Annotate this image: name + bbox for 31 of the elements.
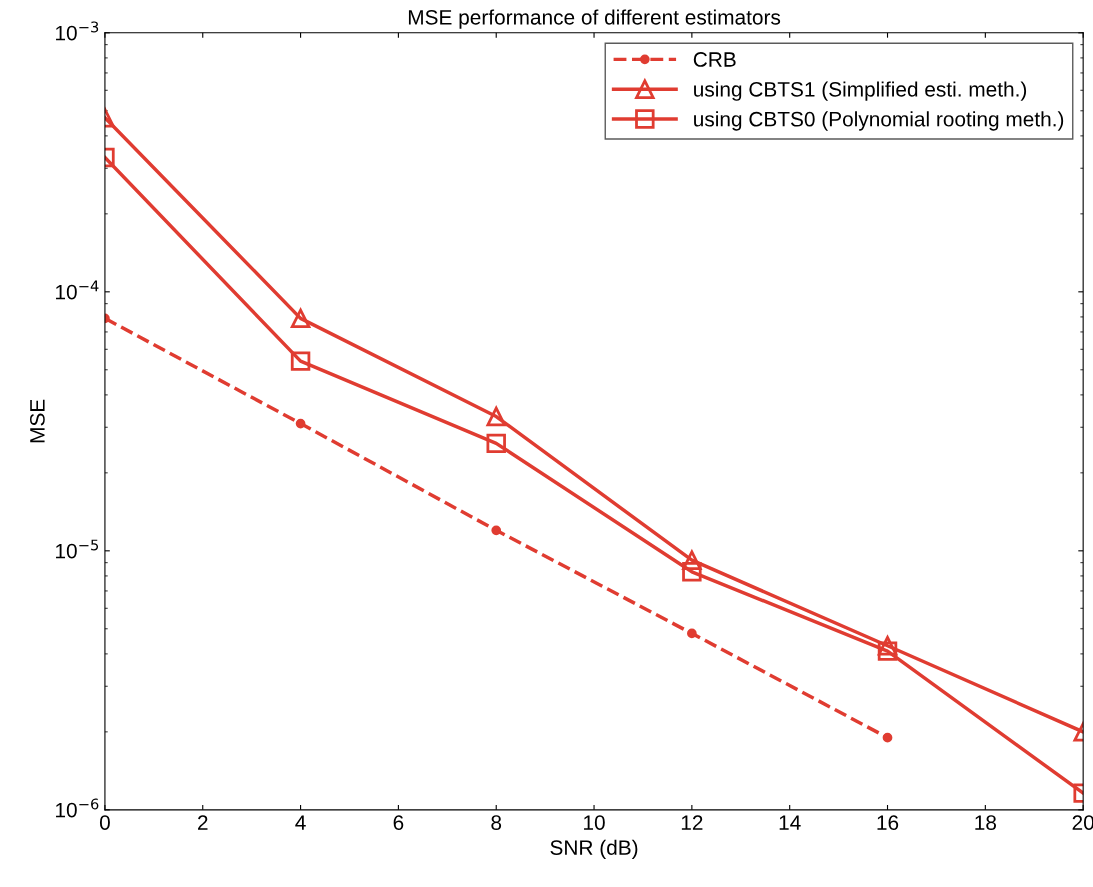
point	[682, 562, 702, 582]
y-axis-title: MSE	[30, 399, 45, 443]
x-tick-label: 2	[198, 815, 208, 830]
chart-title: MSE performance of different estimators	[408, 9, 781, 29]
point	[687, 628, 697, 639]
x-tick-label: 18	[975, 815, 997, 830]
x-tick-label: 0	[99, 815, 110, 830]
legend-label: using CBTS0 (Polynomial rooting meth.)	[694, 111, 1064, 131]
x-tick-label: 10	[584, 815, 605, 830]
x-tick-label: 12	[681, 815, 703, 830]
legend-label: using CBTS1 (Simplified esti. meth.)	[694, 81, 1027, 101]
x-axis-title: SNR (dB)	[550, 839, 638, 860]
point	[290, 308, 311, 329]
x-tick-label: 16	[877, 815, 899, 830]
point	[877, 641, 898, 661]
x-tick-label: 20	[1072, 815, 1093, 830]
x-tick-label: 4	[295, 815, 306, 830]
x-tick-label: 6	[393, 815, 404, 830]
y-tick-label: 10$^{−5}$	[56, 539, 99, 559]
y-tick-label: 10$^{−4}$	[56, 280, 99, 300]
y-tick-label: 10$^{−3}$	[56, 21, 99, 41]
point	[290, 351, 311, 371]
legend-label: CRB	[693, 52, 736, 67]
x-tick-label: 8	[491, 815, 502, 830]
point	[486, 433, 506, 454]
point	[295, 418, 306, 429]
point	[491, 525, 502, 536]
x-tick-label: 14	[779, 815, 801, 830]
y-tick-label: 10$^{−6}$	[56, 798, 99, 818]
point	[882, 732, 893, 743]
point	[486, 406, 506, 427]
